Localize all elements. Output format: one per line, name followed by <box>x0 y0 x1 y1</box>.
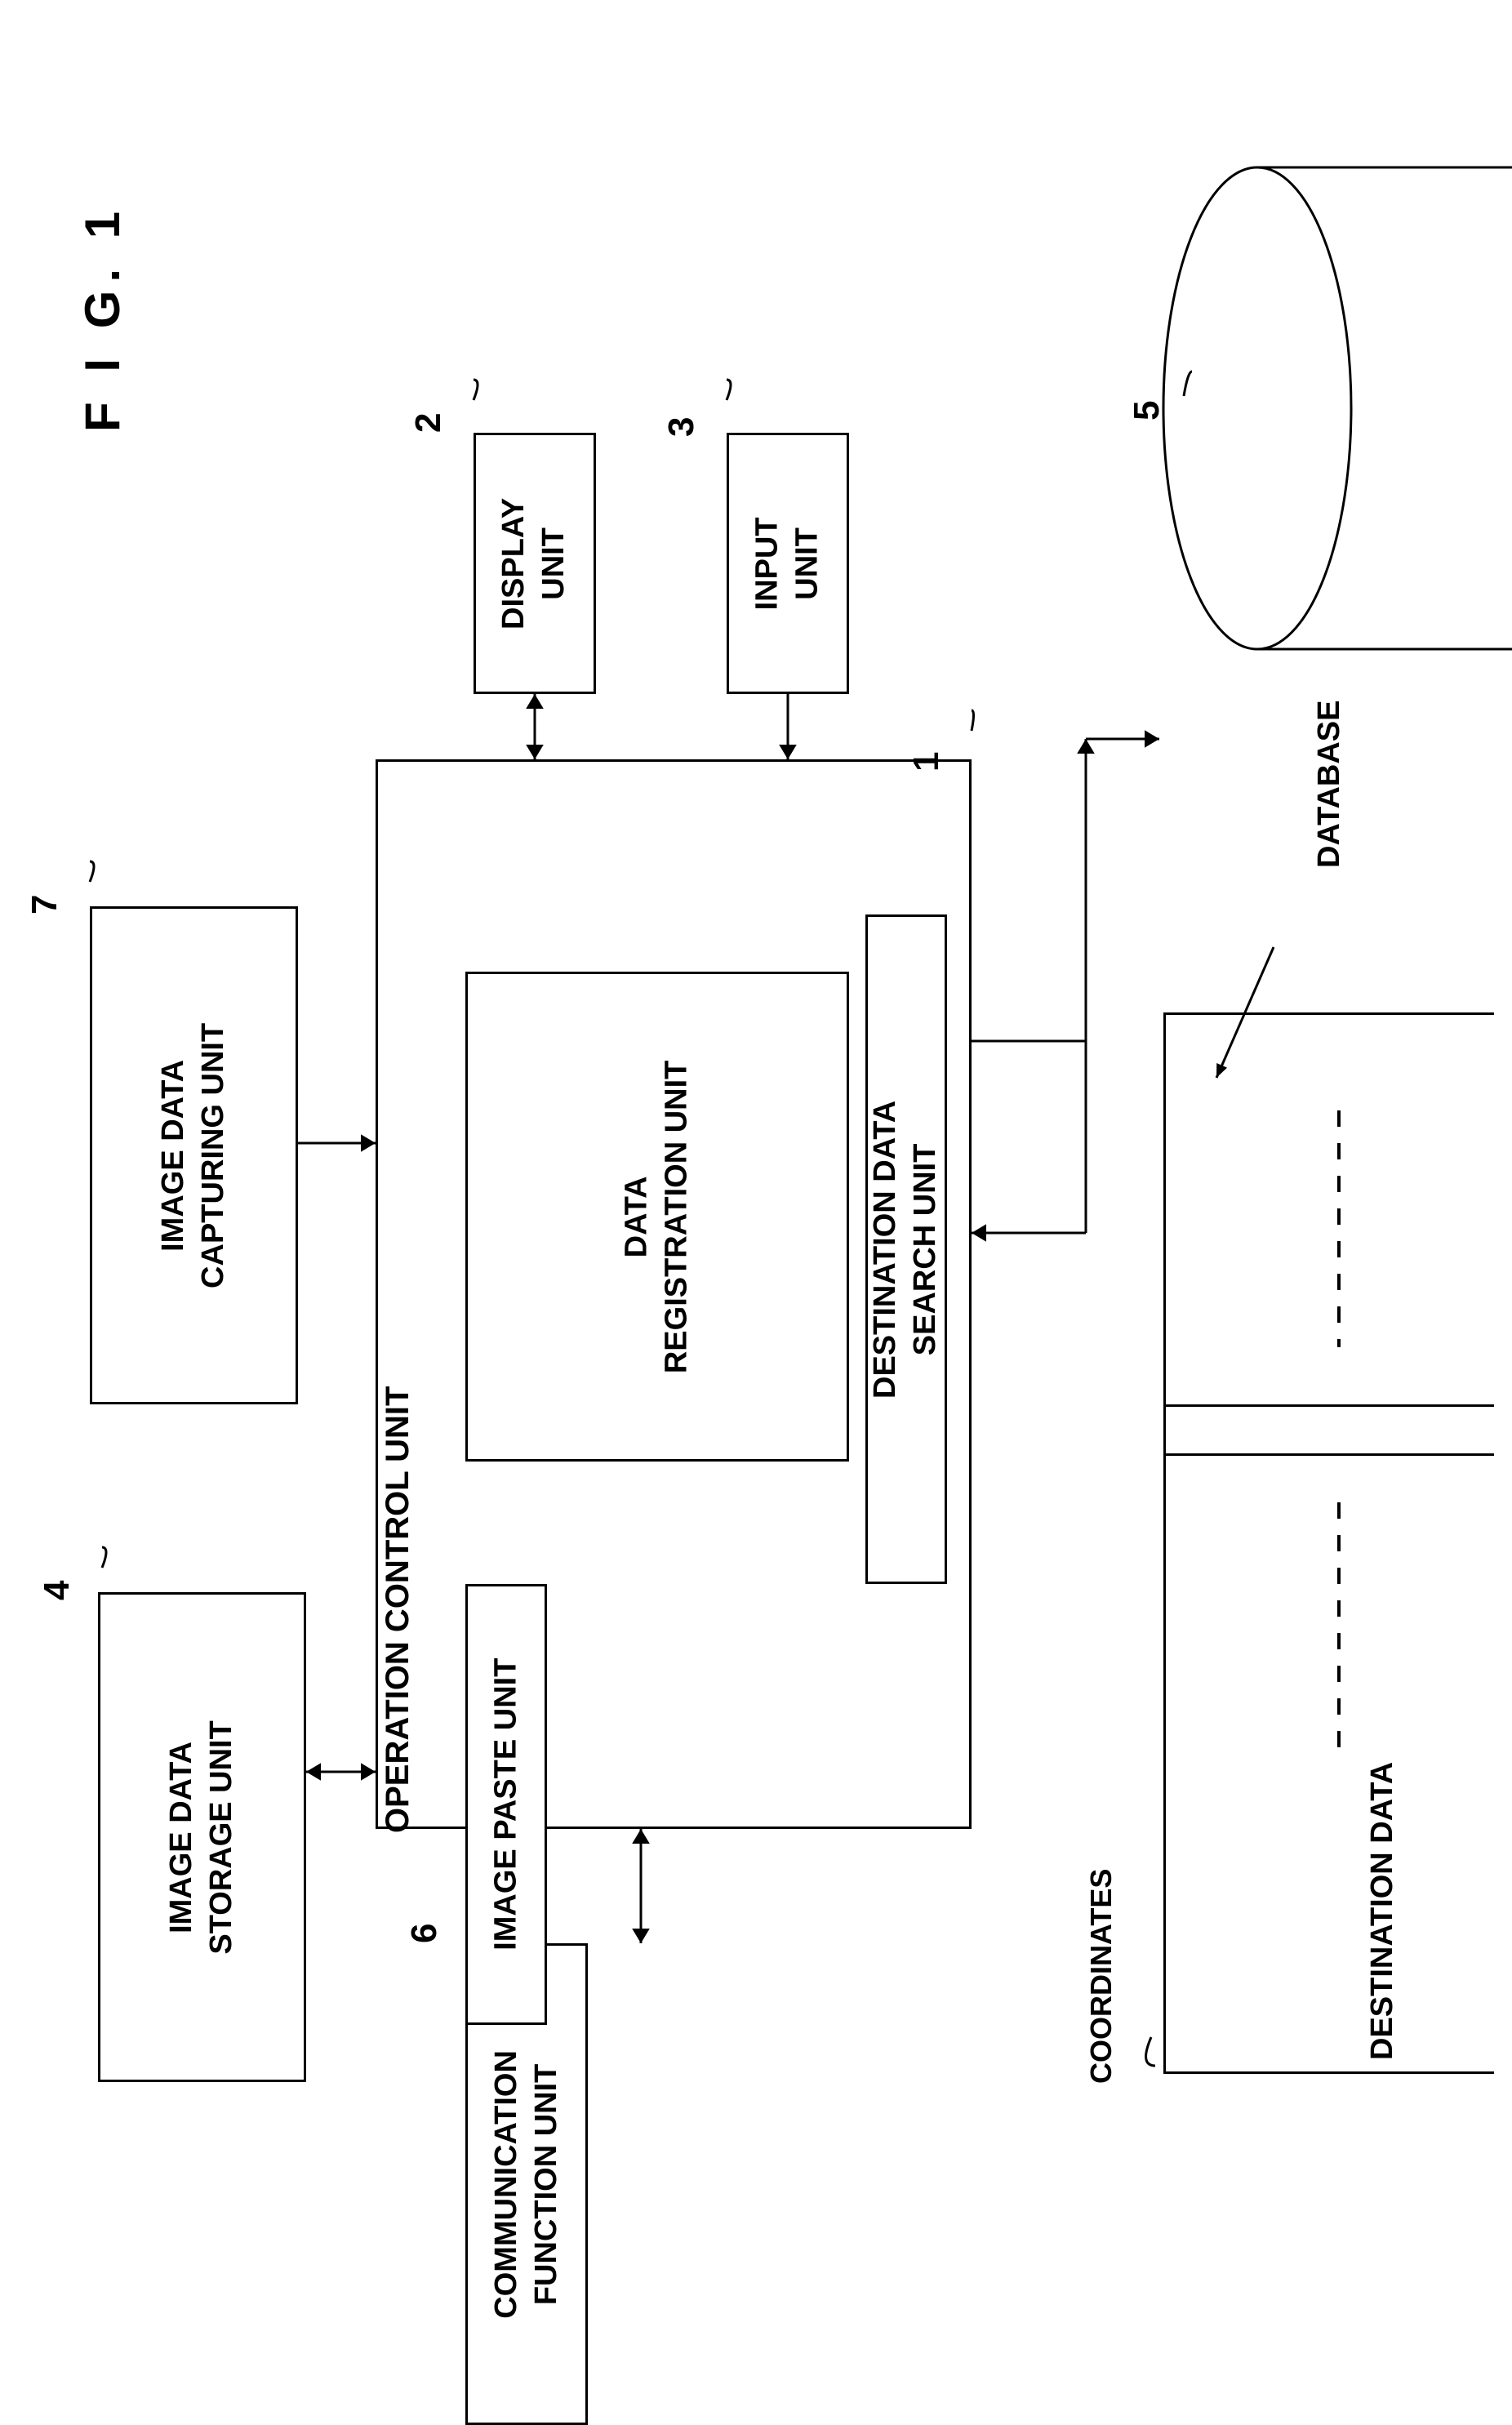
database-icon <box>1159 163 1512 661</box>
input-number: 3 <box>661 417 702 437</box>
display-label: DISPLAYUNIT <box>495 497 576 629</box>
search-label: DESTINATION DATASEARCH UNIT <box>866 1100 947 1398</box>
coordinates-label: COORDINATES <box>1084 1869 1118 2084</box>
database-number: 5 <box>1127 401 1167 420</box>
figure-title: F I G. 1 <box>74 203 131 432</box>
register-box: DATAREGISTRATION UNIT <box>465 972 849 1462</box>
destination-data-table <box>1163 1012 1494 2074</box>
capture-number: 7 <box>24 895 65 914</box>
display-box: DISPLAYUNIT <box>474 433 596 694</box>
comm-label: COMMUNICATIONFUNCTION UNIT <box>487 2050 567 2319</box>
register-label: DATAREGISTRATION UNIT <box>617 1060 698 1373</box>
paste-label: IMAGE PASTE UNIT <box>486 1658 526 1951</box>
input-label: INPUTUNIT <box>748 517 829 610</box>
search-box: DESTINATION DATASEARCH UNIT <box>865 914 947 1584</box>
capture-label: IMAGE DATACAPTURING UNIT <box>153 1022 234 1288</box>
comm-number: 6 <box>404 1924 445 1943</box>
storage-box: IMAGE DATASTORAGE UNIT <box>98 1592 306 2082</box>
display-number: 2 <box>408 413 449 433</box>
storage-label: IMAGE DATASTORAGE UNIT <box>162 1720 242 1954</box>
capture-box: IMAGE DATACAPTURING UNIT <box>90 906 298 1404</box>
container-number: 1 <box>906 752 947 772</box>
arrow-ctrl-comm <box>620 1809 661 1964</box>
paste-box: IMAGE PASTE UNIT <box>465 1584 547 2025</box>
storage-number: 4 <box>37 1581 78 1600</box>
table-header-destination: DESTINATION DATA <box>1365 1762 1400 2060</box>
input-box: INPUTUNIT <box>727 433 849 694</box>
operation-control-label: OPERATION CONTROL UNIT <box>380 1386 416 1833</box>
database-label: DATABASE <box>1312 701 1347 868</box>
